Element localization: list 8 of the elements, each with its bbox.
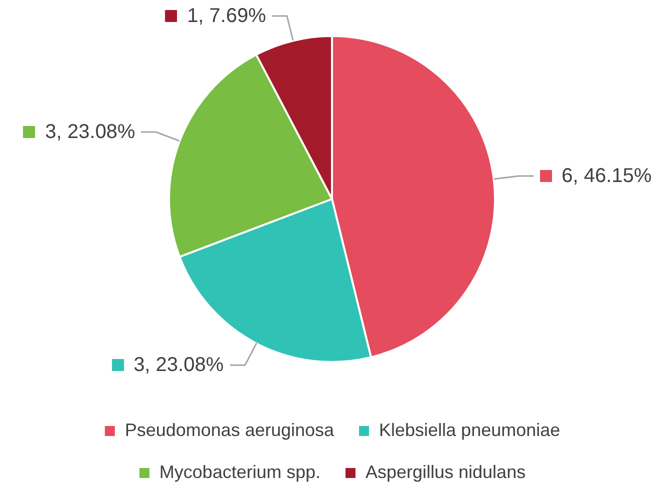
legend-label: Pseudomonas aeruginosa	[124, 420, 335, 440]
data-label: 3, 23.08%	[45, 120, 136, 143]
data-label: 6, 46.15%	[562, 164, 652, 187]
legend-label: Mycobacterium spp.	[159, 462, 320, 482]
legend-label: Aspergillus nidulans	[365, 462, 526, 482]
legend-label: Klebsiella pneumoniae	[379, 420, 560, 440]
data-label: 1, 7.69%	[187, 4, 266, 27]
data-label: 3, 23.08%	[134, 354, 224, 376]
